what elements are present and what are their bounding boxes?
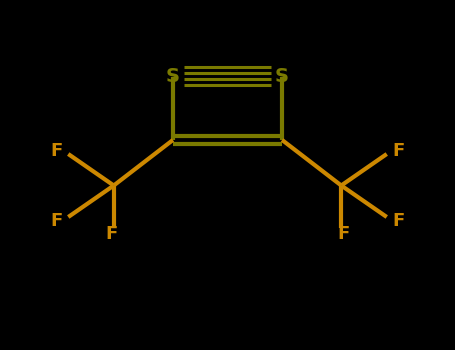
Text: S: S [275, 68, 289, 86]
Text: F: F [392, 142, 404, 160]
Text: F: F [392, 211, 404, 230]
Text: F: F [51, 142, 63, 160]
Text: S: S [166, 68, 180, 86]
Text: F: F [51, 211, 63, 230]
Text: F: F [338, 225, 349, 243]
Text: F: F [106, 225, 117, 243]
